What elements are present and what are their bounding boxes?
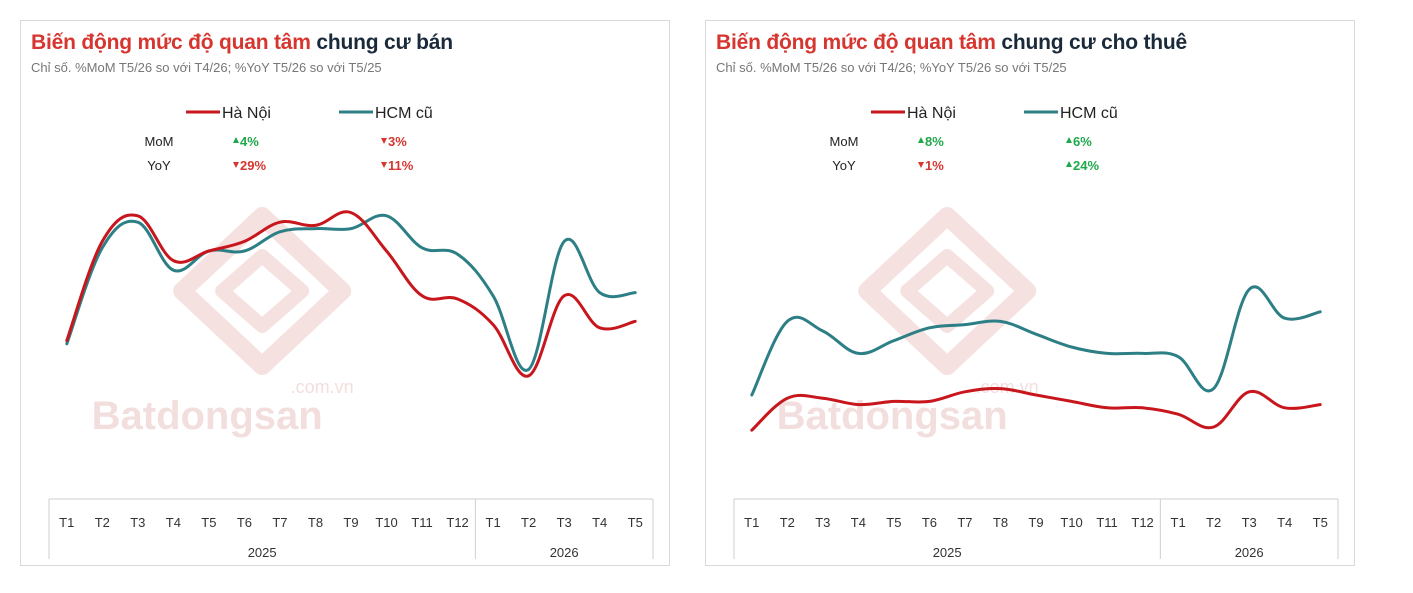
x-tick-label: T5 — [1313, 515, 1328, 530]
watermark-logo: Batdongsan.com.vn — [92, 207, 354, 438]
x-tick-label: T5 — [201, 515, 216, 530]
watermark-diamond-inner-icon — [900, 249, 995, 333]
chart-subtitle: Chỉ số. %MoM T5/26 so với T4/26; %YoY T5… — [716, 60, 1067, 75]
x-tick-label: T5 — [628, 515, 643, 530]
watermark-diamond-icon — [173, 207, 352, 375]
triangle-up-icon — [1066, 137, 1072, 143]
watermark-brand: Batdongsan — [92, 394, 323, 438]
x-tick-label: T1 — [59, 515, 74, 530]
chart-title-highlight: Biến động mức độ quan tâm — [31, 31, 311, 54]
legend-label: Hà Nội — [222, 105, 271, 122]
x-tick-label: T4 — [592, 515, 607, 530]
chart-title-rest: chung cư cho thuê — [1001, 31, 1188, 54]
chart-title-highlight: Biến động mức độ quan tâm — [716, 31, 996, 54]
x-tick-label: T8 — [993, 515, 1008, 530]
year-label-2026: 2026 — [1235, 545, 1264, 560]
x-tick-label: T3 — [130, 515, 145, 530]
mom-label: MoM — [830, 134, 859, 149]
x-tick-label: T10 — [375, 515, 397, 530]
hcm-yoy-value: 11% — [388, 158, 414, 173]
triangle-up-icon — [918, 137, 924, 143]
hanoi-yoy-value: 1% — [925, 158, 944, 173]
x-tick-label: T11 — [411, 515, 432, 530]
x-tick-label: T4 — [166, 515, 181, 530]
year-label-2025: 2025 — [933, 545, 962, 560]
yoy-label: YoY — [147, 158, 171, 173]
x-tick-label: T1 — [486, 515, 501, 530]
year-label-2026: 2026 — [550, 545, 579, 560]
x-tick-label: T7 — [272, 515, 287, 530]
triangle-down-icon — [381, 162, 387, 168]
x-tick-label: T3 — [1242, 515, 1257, 530]
chart-title: Biến động mức độ quan tâm chung cư cho t… — [716, 31, 1187, 55]
triangle-up-icon — [233, 137, 239, 143]
x-tick-label: T4 — [1277, 515, 1292, 530]
legend-label: HCM cũ — [375, 105, 433, 122]
chart-panel-rent: Biến động mức độ quan tâm chung cư cho t… — [705, 20, 1355, 566]
x-axis: T1 T2 T3 T4 T5 T6 T7 T8 T9 T10 T11 T12 T1 T2 T3 T4 T5 202… — [48, 498, 654, 560]
yoy-label: YoY — [832, 158, 856, 173]
x-tick-label: T1 — [1171, 515, 1186, 530]
watermark-diamond-icon — [858, 207, 1037, 375]
x-tick-label: T6 — [237, 515, 252, 530]
hanoi-mom-value: 4% — [240, 134, 259, 149]
x-tick-label: T12 — [1131, 515, 1153, 530]
year-label-2025: 2025 — [248, 545, 277, 560]
hcm-yoy-value: 24% — [1073, 158, 1099, 173]
triangle-down-icon — [233, 162, 239, 168]
hcm-mom-value: 3% — [388, 134, 407, 149]
x-tick-label: T8 — [308, 515, 323, 530]
series-line-hanoi — [750, 386, 1322, 432]
x-tick-label: T4 — [851, 515, 866, 530]
x-tick-label: T2 — [1206, 515, 1221, 530]
x-axis: T1 T2 T3 T4 T5 T6 T7 T8 T9 T10 T11 T12 T1 T2 T3 T4 T5 202… — [733, 498, 1339, 560]
x-tick-label: T3 — [815, 515, 830, 530]
legend-label: Hà Nội — [907, 105, 956, 122]
watermark-diamond-inner-icon — [215, 249, 310, 333]
series-line-hcm — [750, 285, 1322, 397]
x-tick-label: T7 — [957, 515, 972, 530]
x-tick-label: T3 — [557, 515, 572, 530]
hanoi-mom-value: 8% — [925, 134, 944, 149]
series-line-hanoi — [65, 210, 637, 378]
triangle-down-icon — [918, 162, 924, 168]
x-tick-label: T5 — [886, 515, 901, 530]
line-chart-sale: Batdongsan.com.vn Hà Nội HCM cũ MoM YoY 4% 3% 2… — [48, 105, 654, 560]
mom-label: MoM — [145, 134, 174, 149]
x-tick-label: T12 — [446, 515, 468, 530]
chart-title-rest: chung cư bán — [316, 31, 453, 54]
x-tick-label: T10 — [1060, 515, 1082, 530]
legend-label: HCM cũ — [1060, 105, 1118, 122]
chart-title: Biến động mức độ quan tâm chung cư bán — [31, 31, 453, 55]
x-tick-label: T2 — [95, 515, 110, 530]
x-tick-label: T2 — [521, 515, 536, 530]
watermark-domain: .com.vn — [291, 377, 354, 397]
hanoi-yoy-value: 29% — [240, 158, 266, 173]
x-tick-label: T9 — [343, 515, 358, 530]
x-tick-label: T9 — [1028, 515, 1043, 530]
series-line-hcm — [65, 213, 637, 372]
chart-subtitle: Chỉ số. %MoM T5/26 so với T4/26; %YoY T5… — [31, 60, 382, 75]
triangle-up-icon — [1066, 161, 1072, 167]
x-tick-label: T11 — [1096, 515, 1117, 530]
chart-panel-sale: Biến động mức độ quan tâm chung cư bán C… — [20, 20, 670, 566]
x-tick-label: T1 — [744, 515, 759, 530]
x-tick-label: T6 — [922, 515, 937, 530]
x-tick-label: T2 — [780, 515, 795, 530]
hcm-mom-value: 6% — [1073, 134, 1092, 149]
triangle-down-icon — [381, 138, 387, 144]
